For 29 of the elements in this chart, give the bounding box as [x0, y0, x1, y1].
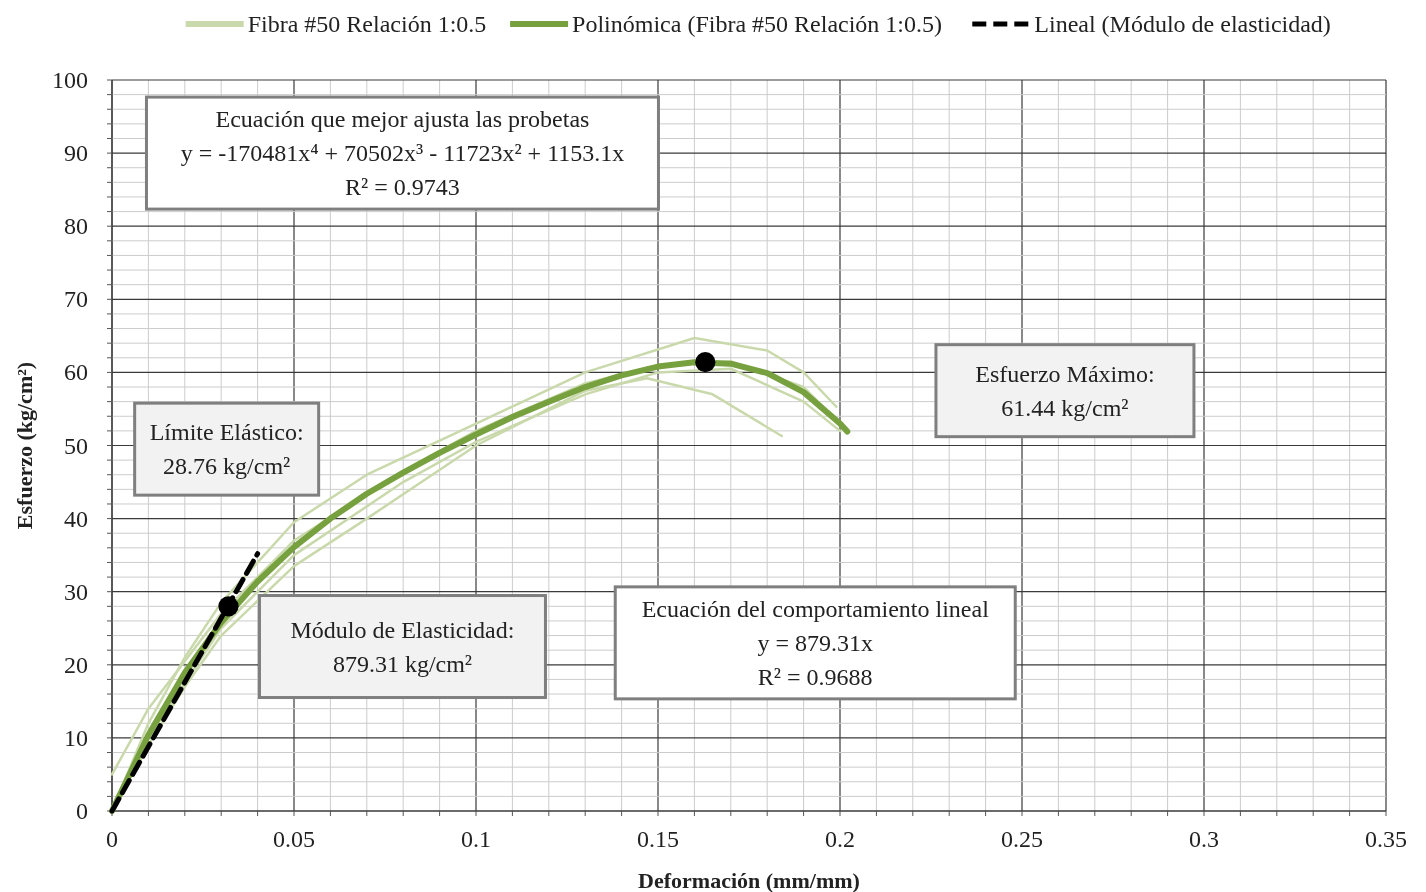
y-tick-label: 60	[64, 359, 88, 386]
annotation: Ecuación que mejor ajusta las probetas y = -170481x⁴ + 70502x³ - 11723x² + 1153.1x R² = 0.9743	[180, 106, 625, 201]
x-tick-label: 0.3	[1189, 826, 1219, 852]
y-tick-label: 40	[64, 505, 88, 532]
x-tick-label: 0.25	[1001, 826, 1043, 852]
annotation: Módulo de Elasticidad: 879.31 kg/cm²	[290, 616, 515, 677]
annotation: Esfuerzo Máximo: 61.44 kg/cm²	[975, 360, 1155, 421]
y-tick-label: 30	[64, 578, 88, 605]
x-tick-label: 0.35	[1365, 826, 1407, 852]
y-axis-title: Esfuerzo (kg/cm²)	[12, 361, 37, 530]
legend-label: Fibra #50 Relación 1:0.5	[247, 11, 487, 37]
x-tick-label: 0.2	[825, 826, 855, 852]
y-tick-label: 90	[64, 140, 88, 167]
y-tick-label: 80	[64, 213, 88, 240]
annotation: Límite Elástico: 28.76 kg/cm²	[149, 419, 304, 480]
y-tick-label: 70	[64, 286, 88, 313]
x-tick-label: 0	[106, 826, 118, 852]
legend-label: Lineal (Módulo de elasticidad)	[1034, 11, 1331, 37]
y-tick-label: 100	[52, 67, 88, 93]
y-tick-label: 20	[64, 651, 88, 678]
x-tick-label: 0.1	[461, 826, 491, 852]
legend-label: Polinómica (Fibra #50 Relación 1:0.5)	[572, 11, 943, 37]
annotation: Ecuación del comportamiento lineal y = 879.31x R² = 0.9688	[641, 595, 990, 690]
x-tick-label: 0.15	[637, 826, 679, 852]
y-tick-label: 0	[76, 798, 88, 824]
x-tick-label: 0.05	[273, 826, 315, 852]
y-tick-label: 50	[64, 432, 88, 459]
x-axis-title: Deformación (mm/mm)	[638, 868, 860, 892]
y-tick-label: 10	[64, 724, 88, 751]
